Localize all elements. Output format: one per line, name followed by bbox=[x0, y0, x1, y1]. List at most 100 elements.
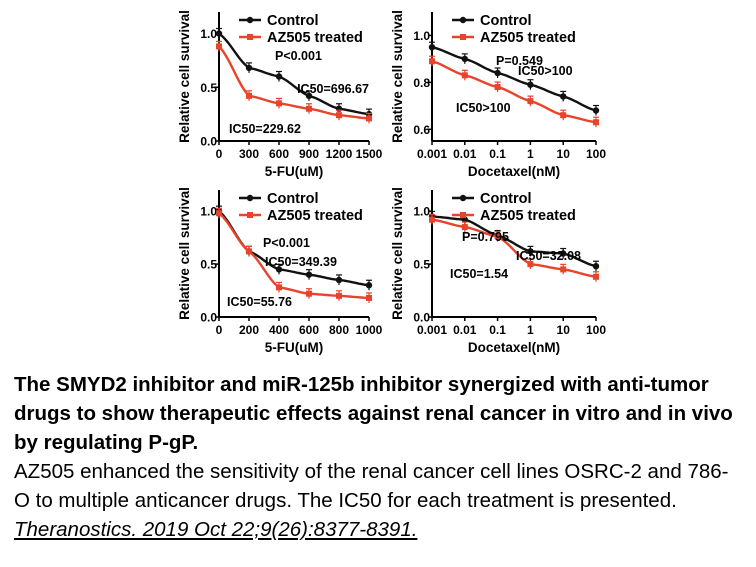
caption-title: The SMYD2 inhibitor and miR-125b inhibit… bbox=[14, 373, 733, 454]
legend-label: Control bbox=[480, 191, 532, 207]
series-curve bbox=[218, 45, 370, 120]
data-point bbox=[366, 115, 372, 122]
x-tick-label: 0.1 bbox=[489, 147, 506, 161]
data-point bbox=[494, 233, 501, 240]
y-axis-label: Relative cell survival bbox=[390, 187, 405, 320]
annotation-text: IC50=32.08 bbox=[516, 249, 581, 263]
x-tick-label: 0.01 bbox=[453, 147, 477, 161]
x-tick-label: 1 bbox=[527, 147, 534, 161]
data-point bbox=[275, 73, 283, 80]
y-tick-label: 1.0 bbox=[413, 205, 430, 219]
legend-label: Control bbox=[480, 13, 532, 29]
data-point bbox=[276, 100, 282, 107]
data-point bbox=[336, 292, 342, 299]
data-point bbox=[246, 248, 252, 255]
legend-label: AZ505 treated bbox=[480, 30, 576, 46]
data-point bbox=[494, 69, 501, 77]
data-point bbox=[593, 119, 599, 126]
y-tick-label: 0.0 bbox=[200, 135, 217, 149]
legend-label: Control bbox=[267, 191, 319, 207]
annotation-text: IC50>100 bbox=[518, 64, 573, 78]
x-tick-label: 0 bbox=[216, 323, 223, 337]
legend-marker bbox=[460, 34, 466, 40]
y-tick-label: 1.0 bbox=[200, 27, 217, 41]
x-tick-label: 0.1 bbox=[489, 323, 506, 337]
data-point bbox=[336, 112, 342, 119]
data-point bbox=[429, 58, 435, 65]
y-tick-label: 1.0 bbox=[200, 205, 217, 219]
x-tick-label: 400 bbox=[269, 323, 289, 337]
x-axis-label: Docetaxel(nM) bbox=[468, 164, 560, 179]
x-tick-label: 1500 bbox=[356, 147, 383, 161]
data-point bbox=[560, 112, 567, 119]
annotation-text: IC50=229.62 bbox=[229, 122, 301, 136]
x-tick-label: 0.001 bbox=[417, 323, 447, 337]
x-tick-label: 100 bbox=[586, 323, 606, 337]
series-curve bbox=[431, 215, 597, 268]
x-tick-label: 800 bbox=[329, 323, 349, 337]
figure-caption: The SMYD2 inhibitor and miR-125b inhibit… bbox=[14, 370, 744, 544]
series-curve bbox=[218, 212, 370, 300]
annotation-text: P=0.795 bbox=[462, 230, 509, 244]
data-point bbox=[275, 266, 283, 273]
x-tick-label: 10 bbox=[557, 323, 571, 337]
data-point bbox=[306, 290, 312, 297]
data-point bbox=[305, 92, 313, 100]
legend-marker bbox=[459, 194, 467, 202]
annotation-text: IC50>100 bbox=[456, 101, 511, 115]
data-point bbox=[593, 273, 599, 280]
y-tick-label: 0.5 bbox=[200, 258, 217, 272]
legend-label: Control bbox=[267, 13, 319, 29]
data-point bbox=[216, 43, 222, 50]
chart-panel-2: 0.6 0.8 1.0 0.001 0.01 0.1 1 10 100 Docetaxel(nM)… bbox=[390, 10, 606, 179]
x-tick-label: 0.01 bbox=[453, 323, 477, 337]
data-point bbox=[494, 84, 501, 91]
data-point bbox=[305, 271, 313, 278]
legend-marker bbox=[247, 212, 253, 218]
x-tick-label: 600 bbox=[269, 147, 289, 161]
caption-text: AZ505 enhanced the sensitivity of the re… bbox=[14, 460, 729, 512]
data-point bbox=[527, 81, 534, 88]
x-tick-label: 100 bbox=[586, 147, 606, 161]
x-tick-label: 600 bbox=[299, 323, 319, 337]
annotation-text: IC50=349.39 bbox=[265, 255, 337, 269]
series-curve bbox=[431, 218, 597, 278]
x-tick-label: 1 bbox=[527, 323, 534, 337]
legend-marker bbox=[459, 16, 467, 24]
data-point bbox=[429, 216, 435, 223]
annotation-text: IC50=1.54 bbox=[450, 267, 508, 281]
legend-marker bbox=[246, 16, 254, 24]
legend-label: AZ505 treated bbox=[267, 208, 363, 224]
x-tick-label: 900 bbox=[299, 147, 319, 161]
y-tick-label: 0.5 bbox=[413, 258, 430, 272]
x-tick-label: 300 bbox=[239, 147, 259, 161]
series-curve bbox=[218, 32, 370, 116]
data-point bbox=[461, 224, 468, 231]
x-tick-label: 0.001 bbox=[417, 147, 447, 161]
x-axis-label: Docetaxel(nM) bbox=[468, 340, 560, 355]
y-tick-label: 0.6 bbox=[413, 123, 430, 137]
annotation-text: P=0.549 bbox=[496, 54, 543, 68]
annotation-text: P<0.001 bbox=[275, 49, 322, 63]
legend-marker bbox=[246, 194, 254, 202]
y-axis-label: Relative cell survival bbox=[390, 10, 405, 143]
chart-panel-3: 0.0 0.5 1.0 0 200 400 600 800 1000 5-FU(uM) Relati… bbox=[177, 187, 383, 355]
data-point bbox=[276, 284, 282, 291]
data-point bbox=[527, 98, 534, 105]
data-point bbox=[366, 294, 372, 301]
caption-citation-link[interactable]: Theranostics. 2019 Oct 22;9(26):8377-839… bbox=[14, 518, 418, 541]
annotation-text: IC50=696.67 bbox=[297, 82, 369, 96]
series-curve bbox=[431, 60, 597, 124]
series-az505-treated bbox=[429, 214, 599, 282]
y-axis-label: Relative cell survival bbox=[177, 10, 192, 143]
data-point bbox=[461, 216, 468, 223]
y-axis-label: Relative cell survival bbox=[177, 187, 192, 320]
caption-body: AZ505 enhanced the sensitivity of the re… bbox=[14, 457, 744, 544]
data-point bbox=[461, 55, 468, 63]
data-point bbox=[428, 43, 436, 51]
series-curve bbox=[431, 46, 597, 112]
data-point bbox=[215, 30, 223, 37]
x-axis-label: 5-FU(uM) bbox=[265, 164, 323, 179]
data-point bbox=[365, 282, 373, 289]
data-point bbox=[335, 276, 343, 284]
